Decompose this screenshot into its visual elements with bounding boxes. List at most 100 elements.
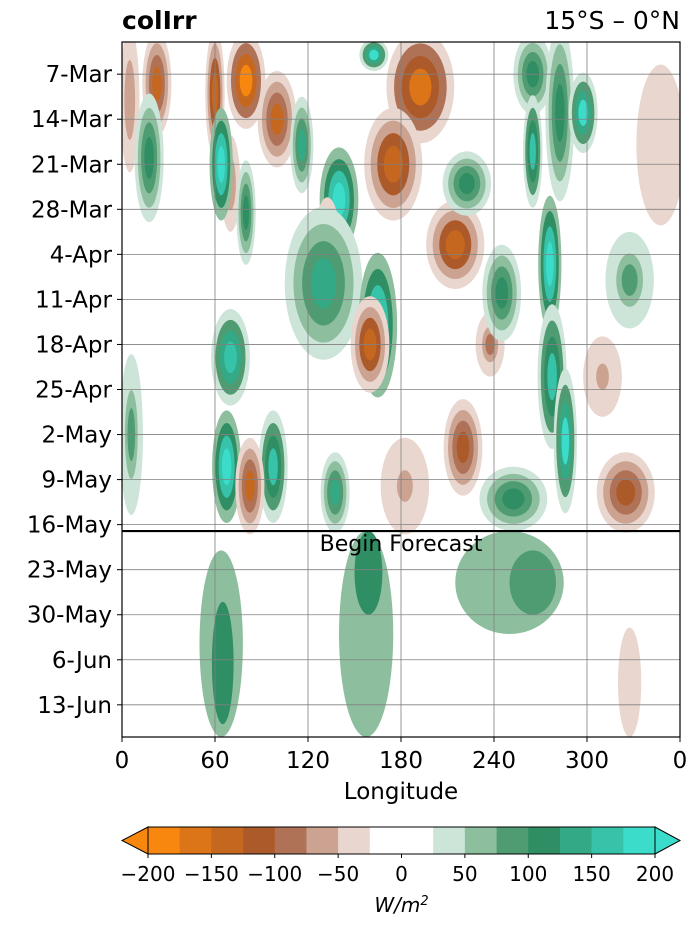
colorbar-segment	[464, 827, 497, 854]
observed-anomaly-blob	[258, 410, 288, 524]
colorbar-under-extend	[120, 826, 149, 855]
colorbar-tick-label: −50	[317, 862, 359, 886]
x-tick-label: 0	[115, 748, 130, 774]
grid-lines	[121, 42, 681, 737]
contour-band	[561, 417, 570, 465]
contour-band	[621, 264, 638, 296]
observed-anomaly-blob	[426, 200, 485, 289]
forecast-anomaly-blob	[618, 627, 642, 737]
contour-band	[545, 241, 554, 287]
contour-band	[224, 341, 237, 374]
contour-band	[221, 448, 232, 486]
colorbar-segment	[148, 827, 180, 854]
x-tick-label: 0	[673, 748, 688, 774]
contour-band	[529, 132, 536, 170]
colorbar-segment	[306, 827, 339, 854]
observed-anomaly-blob	[235, 437, 265, 535]
observed-anomaly-blob	[212, 410, 242, 524]
contour-band	[495, 277, 509, 309]
contour-band	[239, 64, 253, 97]
contour-band	[652, 118, 669, 172]
y-tick-label: 2-May	[42, 423, 112, 449]
contour-band	[547, 352, 557, 401]
colorbar-tick-label: 150	[573, 862, 611, 886]
contour-band	[555, 83, 565, 142]
observed-features	[122, 42, 680, 535]
colorbar-unit-label: W/m2	[374, 893, 428, 917]
forecast-anomaly-blob	[354, 531, 383, 615]
observed-anomaly-blob	[523, 95, 543, 208]
contour-band	[126, 76, 133, 124]
y-tick-label: 23-May	[27, 558, 112, 584]
colorbar-tick-label: 100	[509, 862, 547, 886]
colorbar-segment	[369, 827, 434, 854]
colorbar-segment	[528, 827, 561, 854]
colorbar-over-extend	[654, 826, 682, 855]
observed-anomaly-blob	[545, 42, 575, 202]
observed-anomaly-blob	[553, 368, 577, 514]
contour-band	[445, 230, 465, 260]
y-tick-label: 14-Mar	[31, 107, 113, 133]
contour-band	[297, 129, 306, 161]
y-tick-label: 13-Jun	[37, 693, 112, 719]
observed-anomaly-blob	[226, 42, 266, 129]
colorbar-segment	[338, 827, 371, 854]
contour-band	[268, 448, 278, 486]
contour-band	[152, 66, 162, 101]
region-subtitle: 15°S – 0°N	[544, 6, 680, 35]
contour-band	[502, 488, 525, 510]
observed-anomaly-blob	[290, 96, 314, 194]
colorbar-segment	[559, 827, 592, 854]
y-tick-label: 16-May	[27, 513, 112, 539]
y-tick-label: 11-Apr	[35, 287, 112, 313]
contour-band	[144, 136, 154, 179]
unit-base: W/m	[374, 893, 420, 917]
contour-band	[456, 431, 470, 464]
observed-anomaly-blob	[596, 452, 655, 533]
colorbar: −200 −150 −100 −50 0 50 100 150 200	[120, 826, 682, 886]
y-tick-label: 30-May	[27, 603, 112, 629]
x-tick-label: 180	[379, 748, 423, 774]
observed-anomaly-blob	[284, 206, 363, 360]
contour-band	[369, 49, 379, 61]
observed-anomaly-blob	[443, 399, 483, 496]
y-axis: 7-Mar 14-Mar 21-Mar 28-Mar 4-Apr 11-Apr 18-Apr…	[27, 62, 122, 719]
observed-anomaly-blob	[236, 160, 256, 265]
contour-band	[310, 258, 337, 309]
colorbar-segment	[496, 827, 529, 854]
colorbar-tick-label: 200	[636, 862, 674, 886]
observed-anomaly-blob	[320, 452, 350, 533]
contour-band	[330, 479, 340, 506]
anomaly-field	[122, 42, 680, 737]
observed-anomaly-blob	[568, 72, 598, 154]
colorbar-tick-label: −200	[121, 862, 176, 886]
forecast-features	[199, 531, 642, 737]
forecast-marker: Begin Forecast	[122, 529, 680, 557]
x-axis-label: Longitude	[344, 779, 458, 805]
colorbar-segment	[243, 827, 276, 854]
contour-band	[245, 470, 255, 502]
x-tick-label: 60	[200, 748, 229, 774]
observed-anomaly-blob	[442, 151, 492, 216]
observed-anomaly-blob	[359, 42, 389, 71]
colorbar-tick-label: 50	[452, 862, 477, 886]
observed-anomaly-blob	[538, 195, 562, 333]
observed-anomaly-blob	[605, 231, 654, 329]
colorbar-segment	[433, 827, 466, 854]
observed-anomaly-blob	[636, 64, 680, 226]
contour-band	[616, 479, 636, 506]
forecast-anomaly-blob	[509, 550, 556, 615]
colorbar-segment	[623, 827, 656, 854]
colorbar-segment	[591, 827, 624, 854]
colorbar-tick-label: 0	[395, 862, 408, 886]
contour-band	[409, 68, 432, 106]
colorbar-tick-label: −100	[247, 862, 302, 886]
x-tick-label: 300	[565, 748, 609, 774]
contour-band	[242, 195, 250, 230]
x-tick-label: 120	[286, 748, 330, 774]
y-tick-label: 9-May	[42, 468, 112, 494]
contour-band	[578, 99, 588, 126]
y-tick-label: 18-Apr	[35, 332, 112, 358]
